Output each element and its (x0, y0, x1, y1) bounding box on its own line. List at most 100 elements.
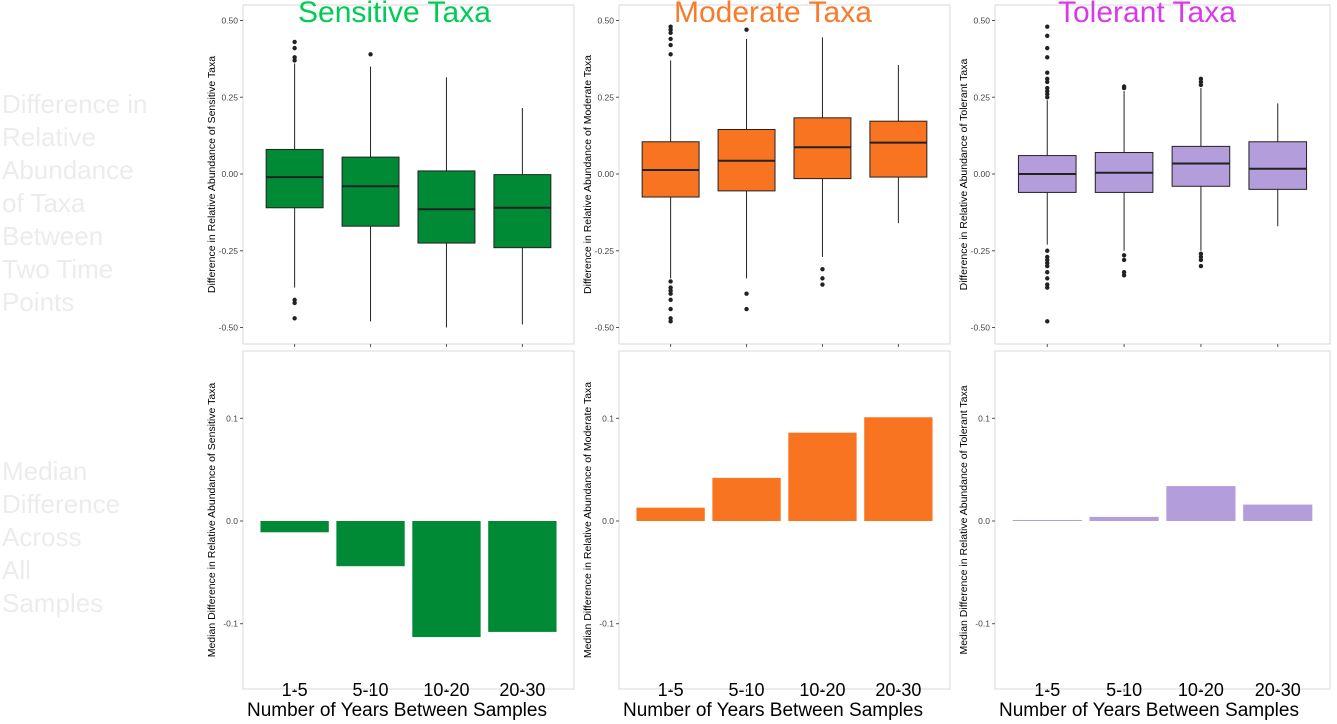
y-tick-label: 0.50 (973, 16, 990, 26)
outlier-point (1045, 76, 1050, 82)
panel-bar-1: 0.1 0.0 -0.1 Median Difference in Relative … (582, 350, 951, 700)
box-iqr (341, 156, 400, 227)
y-tick-label: 0.25 (221, 92, 238, 102)
panel-box-1: 0.50 0.25 0.00 -0.25 -0.50 Difference in Rela… (582, 4, 951, 347)
x-axis-title-moderate: Number of Years Between Samples (623, 700, 923, 721)
panel-border (242, 350, 575, 690)
y-tick-label: -0.25 (595, 246, 615, 256)
outlier-point (292, 297, 297, 303)
outlier-point (668, 42, 673, 48)
bar-1-5 (1012, 519, 1082, 521)
outlier-point (668, 24, 673, 29)
outlier-point (1045, 276, 1050, 281)
outlier-point (1121, 253, 1127, 258)
outlier-point (668, 52, 673, 57)
box-1-5 (641, 24, 700, 324)
y-tick-label: 0.25 (597, 92, 614, 102)
y-tick-label: -0.1 (223, 619, 238, 629)
y-axis-label: Median Difference in Relative Abundance … (958, 385, 970, 654)
outlier-point (1121, 257, 1127, 263)
y-tick-label: 0.0 (226, 516, 238, 526)
outlier-point (668, 30, 673, 35)
outlier-point (668, 291, 673, 296)
outlier-point (1121, 270, 1127, 275)
outlier-point (668, 306, 673, 312)
outlier-point (1121, 85, 1127, 91)
outlier-point (292, 316, 297, 321)
bar-1-5 (636, 507, 705, 521)
x-tick-label: 1-5 (282, 680, 308, 700)
panel-box-0: 0.50 0.25 0.00 -0.25 -0.50 Difference in Rela… (206, 4, 575, 347)
box-5-10 (717, 27, 776, 312)
box-iqr (493, 174, 552, 249)
box-iqr (869, 120, 928, 178)
x-tick-label: 5-10 (353, 680, 389, 700)
bar-20-30 (488, 521, 557, 632)
outlier-point (1045, 85, 1050, 91)
row-label-top: Difference in Relative Abundance of Taxa… (2, 89, 148, 317)
panel-box-2: 0.50 0.25 0.00 -0.25 -0.50 Difference in Rela… (958, 4, 1331, 347)
outlier-point (1045, 88, 1050, 94)
outlier-point (668, 27, 673, 32)
box-20-30 (493, 107, 552, 325)
outlier-point (744, 291, 749, 296)
box-1-5 (1017, 24, 1077, 324)
outlier-point (668, 288, 673, 293)
outlier-point (1045, 91, 1050, 97)
y-axis-label: Median Difference in Relative Abundance … (582, 382, 594, 658)
y-axis-label: Difference in Relative Abundance of Mode… (582, 55, 594, 294)
y-tick-label: 0.00 (973, 169, 990, 179)
outlier-point (1198, 76, 1204, 82)
outlier-point (1045, 319, 1050, 324)
bar-10-20 (788, 432, 857, 521)
bar-20-30 (1243, 504, 1313, 521)
outlier-point (1198, 254, 1204, 260)
outlier-point (292, 58, 297, 63)
x-tick-label: 1-5 (1034, 680, 1060, 700)
y-tick-label: -0.1 (599, 619, 614, 629)
y-tick-label: -0.50 (971, 323, 991, 333)
outlier-point (1045, 33, 1050, 39)
y-tick-label: -0.50 (219, 323, 239, 333)
outlier-point (368, 52, 373, 57)
outlier-point (1045, 254, 1050, 260)
x-tick-label: 20-30 (499, 680, 545, 700)
x-tick-label: 10-20 (423, 680, 469, 700)
box-iqr (1171, 145, 1231, 187)
y-tick-label: -0.25 (219, 246, 239, 256)
outlier-point (744, 306, 749, 312)
outlier-point (668, 297, 673, 303)
outlier-point (668, 316, 673, 321)
y-tick-label: 0.0 (602, 516, 614, 526)
bar-20-30 (864, 417, 933, 521)
y-tick-label: 0.50 (221, 16, 238, 26)
bar-5-10 (336, 521, 405, 567)
outlier-point (292, 45, 297, 51)
outlier-point (1198, 251, 1204, 257)
outlier-point (668, 279, 673, 284)
panel-bar-2: 0.1 0.0 -0.1 Median Difference in Relative … (958, 350, 1331, 700)
x-tick-label: 20-30 (1255, 680, 1301, 700)
outlier-point (1045, 257, 1050, 263)
y-tick-label: -0.50 (595, 323, 615, 333)
y-axis-label: Difference in Relative Abundance of Sens… (206, 56, 218, 293)
y-tick-label: 0.0 (978, 516, 990, 526)
bar-10-20 (1166, 486, 1236, 521)
box-iqr (265, 148, 324, 209)
x-tick-label: 10-20 (1178, 680, 1224, 700)
outlier-point (1045, 24, 1050, 29)
outlier-point (1198, 79, 1204, 85)
outlier-point (1045, 248, 1050, 253)
y-tick-label: 0.25 (973, 92, 990, 102)
y-tick-label: -0.25 (971, 246, 991, 256)
y-tick-label: 0.00 (221, 169, 238, 179)
outlier-point (1045, 70, 1050, 75)
outlier-point (292, 55, 297, 60)
box-10-20 (1171, 76, 1231, 269)
x-axis-title-sensitive: Number of Years Between Samples (247, 700, 547, 721)
outlier-point (1198, 263, 1204, 269)
y-tick-label: 0.1 (602, 413, 614, 423)
outlier-point (1045, 55, 1050, 60)
outlier-point (668, 285, 673, 290)
